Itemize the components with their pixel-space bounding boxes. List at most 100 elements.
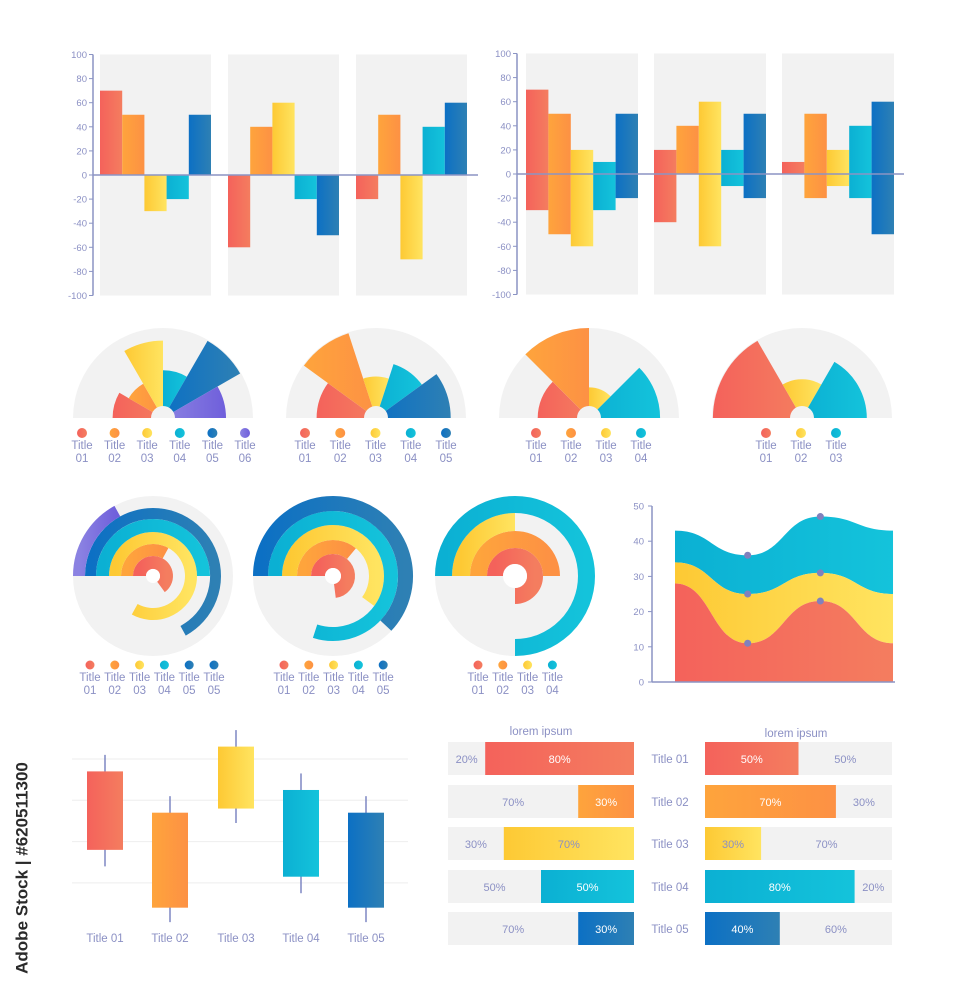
area-layer bbox=[675, 562, 894, 644]
bar bbox=[593, 161, 616, 211]
radial-ring bbox=[253, 496, 413, 631]
radial-ring bbox=[133, 556, 173, 593]
y-tick-label: -80 bbox=[497, 266, 511, 277]
bar-value-label: 50% bbox=[741, 754, 763, 766]
y-tick-label: 0 bbox=[639, 678, 644, 689]
bar-rest-label: 20% bbox=[862, 882, 884, 894]
polar-slice bbox=[363, 376, 389, 418]
legend-dot bbox=[473, 660, 483, 670]
bar bbox=[294, 175, 317, 200]
legend-dot bbox=[240, 428, 250, 438]
legend-label: Title 03 bbox=[322, 672, 345, 697]
y-tick-label: -40 bbox=[497, 218, 511, 229]
radial-ring bbox=[282, 525, 384, 606]
x-tick-label: Title 03 bbox=[217, 933, 254, 945]
polar-slice bbox=[376, 364, 422, 418]
legend-dot bbox=[174, 428, 185, 438]
y-tick-label: 20 bbox=[76, 146, 87, 157]
legend-dot bbox=[77, 428, 87, 438]
legend-dot bbox=[498, 660, 508, 670]
y-tick-label: 100 bbox=[71, 50, 87, 61]
polar-slice bbox=[128, 383, 163, 418]
x-tick-label: Title 01 bbox=[86, 933, 123, 945]
legend-dot bbox=[329, 660, 339, 670]
y-tick-label: -20 bbox=[73, 195, 87, 206]
legend-dot bbox=[85, 660, 95, 670]
polar-slice bbox=[537, 381, 589, 418]
x-tick-label: Title 02 bbox=[151, 933, 188, 945]
bar bbox=[444, 102, 467, 175]
panel-title: lorem ipsum bbox=[510, 726, 573, 738]
bar bbox=[378, 114, 401, 175]
bar bbox=[100, 90, 123, 175]
y-tick-label: 100 bbox=[495, 49, 511, 60]
data-point bbox=[744, 590, 752, 598]
bar-fill bbox=[503, 827, 634, 860]
polar-slice bbox=[316, 383, 376, 418]
bar bbox=[526, 89, 549, 211]
data-point bbox=[744, 639, 752, 647]
bar-rest-label: 50% bbox=[834, 754, 856, 766]
bar-value-label: 50% bbox=[576, 882, 598, 894]
bar bbox=[782, 161, 805, 174]
bar-fill bbox=[705, 912, 780, 945]
legend-label: Title 03 bbox=[516, 672, 539, 697]
x-tick-label: Title 04 bbox=[282, 933, 320, 945]
bar-fill bbox=[705, 870, 855, 903]
bar bbox=[188, 114, 211, 175]
legend-dot bbox=[209, 660, 219, 670]
legend-label: Title 01 bbox=[71, 440, 93, 465]
bar-value-label: 70% bbox=[759, 797, 781, 809]
y-tick-label: 10 bbox=[633, 642, 644, 653]
bar-value-label: 30% bbox=[722, 839, 744, 851]
bar-fill bbox=[541, 870, 634, 903]
polar-slice bbox=[124, 340, 163, 418]
legend-label: Title 03 bbox=[128, 672, 151, 697]
data-point bbox=[816, 513, 824, 521]
legend-dot bbox=[531, 428, 541, 438]
radial-hole bbox=[146, 569, 160, 583]
y-tick-label: -100 bbox=[68, 291, 87, 302]
bar bbox=[422, 126, 445, 175]
bar bbox=[144, 175, 167, 212]
bar bbox=[615, 113, 638, 199]
data-point bbox=[816, 569, 824, 577]
legend-label: Title 01 bbox=[467, 672, 489, 697]
legend-label: Title 02 bbox=[492, 672, 514, 697]
bar bbox=[676, 125, 699, 174]
bar-rest-label: 20% bbox=[456, 754, 478, 766]
bar bbox=[272, 102, 295, 175]
legend-dot bbox=[110, 660, 120, 670]
legend-label: Title 01 bbox=[79, 672, 101, 697]
legend-dot bbox=[370, 428, 381, 438]
y-tick-label: -20 bbox=[497, 194, 511, 205]
legend-dot bbox=[300, 428, 310, 438]
legend-dot bbox=[353, 660, 363, 670]
legend-dot bbox=[405, 428, 416, 438]
radial-hole bbox=[503, 564, 527, 588]
legend-label: Title 03 bbox=[595, 440, 617, 465]
legend-dot bbox=[378, 660, 388, 670]
panel-title: lorem ipsum bbox=[765, 728, 828, 740]
legend-label: Title 05 bbox=[203, 672, 225, 697]
radial-ring bbox=[73, 505, 121, 577]
legend-label: Title 05 bbox=[201, 440, 224, 465]
legend-dot bbox=[335, 428, 346, 438]
radial-ring bbox=[109, 532, 197, 620]
radial-ring bbox=[96, 519, 210, 577]
bar bbox=[570, 149, 594, 247]
y-tick-label: -100 bbox=[492, 290, 511, 301]
bar-fill bbox=[578, 785, 634, 818]
bar-value-label: 80% bbox=[549, 754, 571, 766]
radial-ring bbox=[452, 513, 516, 577]
x-tick-label: Title 05 bbox=[347, 933, 384, 945]
legend-dot bbox=[441, 428, 451, 438]
legend-dot bbox=[142, 428, 153, 438]
bar-rest-label: 50% bbox=[483, 882, 505, 894]
area-layer bbox=[675, 583, 894, 682]
y-tick-label: -60 bbox=[497, 242, 511, 253]
legend-label: Title 04 bbox=[347, 672, 370, 697]
area-layer bbox=[675, 516, 894, 594]
polar-slice bbox=[163, 340, 241, 418]
